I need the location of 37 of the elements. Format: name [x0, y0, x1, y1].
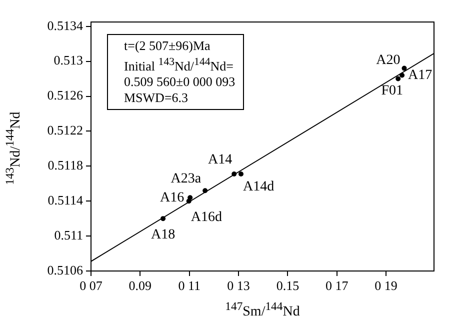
x-tick-label: 0.15 — [276, 278, 300, 294]
point — [396, 76, 401, 82]
annotation: Initial $^{143}$Nd/$^{144}$Nd= — [124, 55, 235, 74]
annotation: MSWD=6.3 — [124, 90, 190, 106]
annotation: A14 — [208, 152, 232, 168]
annotation: A18 — [150, 227, 176, 242]
x-tick-label: 0 13 — [227, 278, 250, 294]
point — [186, 198, 192, 204]
x-tick-label: 0 07 — [80, 278, 103, 294]
y-tick-label: 0.5114 — [48, 192, 84, 208]
annotation: A23a — [170, 171, 202, 186]
annotation: F01 — [381, 83, 403, 98]
x-axis-title: $^{147}$Sm/$^{144}$Nd — [224, 300, 301, 321]
point — [400, 72, 405, 78]
point — [232, 172, 237, 177]
y-tick-label: 0.5122 — [47, 122, 83, 138]
y-tick-label: 0.513 — [54, 52, 83, 68]
x-tick-label: 0.09 — [128, 278, 152, 294]
point — [160, 216, 166, 222]
x-tick-label: 0 11 — [178, 278, 200, 294]
y-tick-label: 0.5126 — [47, 88, 84, 103]
point — [202, 188, 208, 194]
annotation: A16d — [190, 210, 222, 225]
point — [402, 66, 407, 71]
point — [238, 172, 244, 177]
annotation: 0.509 560±0 000 093 — [124, 74, 236, 90]
annotation: A16 — [160, 190, 184, 206]
y-tick-label: 0.5118 — [48, 158, 83, 173]
y-tick-label: 0.5106 — [47, 262, 84, 278]
annotation: A14d — [242, 180, 274, 195]
annotation: A20 — [376, 52, 400, 68]
x-tick-label: 0 19 — [374, 278, 398, 294]
y-tick-label: 0.511 — [54, 227, 83, 242]
x-tick-label: 0 17 — [326, 278, 349, 294]
annotation: A17 — [408, 68, 432, 83]
annotation: t=(2 507±96)Ma — [124, 38, 212, 54]
y-tick-label: 0.5134 — [47, 18, 84, 33]
